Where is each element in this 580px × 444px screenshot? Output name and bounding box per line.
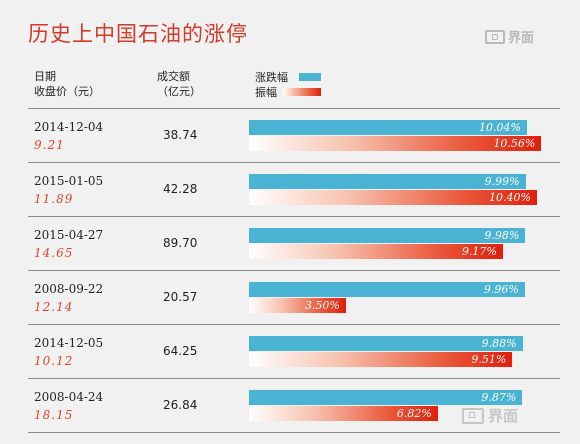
row-volume: 89.70 — [163, 236, 198, 250]
brand-logo: 界面 — [485, 27, 534, 46]
change-bar: 9.88% — [249, 336, 523, 351]
row-close-price: 11.89 — [34, 192, 74, 206]
legend-amp: 振幅 — [255, 84, 277, 100]
legend-amp-label: 振幅 — [255, 86, 277, 99]
amp-bar: 6.82% — [249, 406, 438, 421]
row-separator — [28, 378, 560, 379]
change-bar: 9.96% — [249, 282, 525, 297]
row-volume: 20.57 — [163, 290, 198, 304]
amp-bar-label: 9.51% — [471, 353, 507, 366]
row-date: 2014-12-05 — [34, 336, 104, 350]
change-bar: 10.04% — [249, 120, 527, 135]
watermark-text: 界面 — [488, 407, 519, 425]
header-volume-unit: （亿元） — [157, 85, 201, 98]
change-bar-label: 9.99% — [484, 175, 520, 188]
header-volume: 成交额 （亿元） — [157, 69, 201, 99]
header-close-label: 收盘价（元） — [34, 85, 100, 98]
amp-bar-label: 9.17% — [461, 245, 497, 258]
row-close-price: 10.12 — [34, 354, 74, 368]
change-bar-label: 10.04% — [479, 121, 521, 134]
row-date: 2008-04-24 — [34, 390, 104, 404]
amp-bar-label: 10.56% — [493, 137, 536, 150]
watermark: 界面 — [462, 405, 518, 426]
change-bar-label: 9.96% — [483, 283, 519, 296]
header-volume-label: 成交额 — [157, 70, 190, 83]
header-date: 日期 收盘价（元） — [34, 69, 100, 99]
row-separator — [28, 324, 560, 325]
row-volume: 42.28 — [163, 182, 198, 196]
amp-bar-label: 10.40% — [489, 191, 531, 204]
row-volume: 64.25 — [163, 344, 198, 358]
row-separator — [28, 216, 560, 217]
row-date: 2008-09-22 — [34, 282, 104, 296]
row-close-price: 9.21 — [34, 138, 65, 152]
row-separator — [28, 270, 560, 271]
logo-text: 界面 — [508, 31, 535, 46]
change-bar: 9.98% — [249, 228, 526, 243]
legend-amp-swatch — [283, 88, 321, 96]
row-separator — [28, 108, 560, 109]
change-bar-label: 9.88% — [481, 337, 517, 350]
amp-bar-label: 6.82% — [396, 407, 432, 420]
change-bar-label: 9.87% — [481, 391, 517, 404]
legend-change-label: 涨跌幅 — [255, 71, 288, 84]
amp-bar: 10.56% — [249, 136, 542, 151]
change-bar-label: 9.98% — [484, 229, 520, 242]
change-bar: 9.87% — [249, 390, 523, 405]
header-date-label: 日期 — [34, 70, 56, 83]
row-volume: 38.74 — [163, 128, 198, 142]
row-close-price: 14.65 — [34, 246, 74, 260]
row-separator — [28, 162, 560, 163]
amp-bar: 9.51% — [249, 352, 513, 367]
row-date: 2015-04-27 — [34, 228, 104, 242]
row-close-price: 18.15 — [34, 408, 74, 422]
row-separator — [28, 432, 560, 433]
row-date: 2014-12-04 — [34, 120, 104, 134]
legend-change: 涨跌幅 — [255, 69, 288, 85]
logo-icon — [485, 29, 505, 44]
change-bar: 9.99% — [249, 174, 526, 189]
row-date: 2015-01-05 — [34, 174, 104, 188]
amp-bar: 10.40% — [249, 190, 537, 205]
amp-bar: 9.17% — [249, 244, 503, 259]
chart-title: 历史上中国石油的涨停 — [28, 22, 248, 46]
watermark-icon — [462, 407, 484, 424]
row-close-price: 12.14 — [34, 300, 74, 314]
amp-bar: 3.50% — [249, 298, 346, 313]
row-volume: 26.84 — [163, 398, 198, 412]
legend-change-swatch — [299, 73, 321, 81]
amp-bar-label: 3.50% — [304, 299, 340, 312]
